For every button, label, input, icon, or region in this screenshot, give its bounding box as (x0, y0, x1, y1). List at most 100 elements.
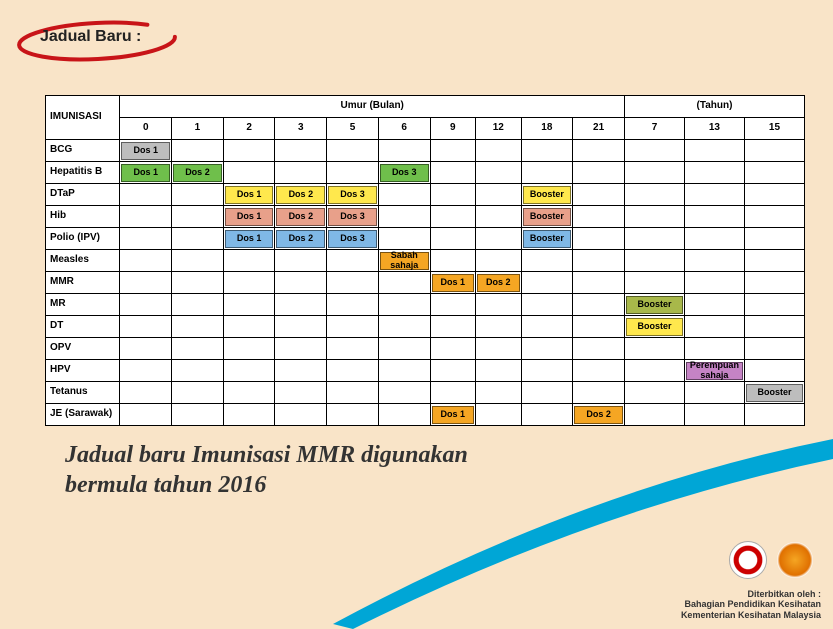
cell: Dos 1 (120, 140, 172, 162)
cell (223, 382, 275, 404)
dose-chip: Dos 1 (432, 406, 474, 424)
cell: Booster (521, 206, 573, 228)
cell: Dos 3 (327, 228, 379, 250)
caption-line2: bermula tahun 2016 (65, 470, 468, 500)
cell (573, 228, 625, 250)
cell (378, 206, 430, 228)
row-label: Hepatitis B (46, 162, 120, 184)
cell (573, 294, 625, 316)
cell (476, 294, 521, 316)
cell (476, 382, 521, 404)
table-row: DTaPDos 1Dos 2Dos 3Booster (46, 184, 805, 206)
cell (327, 404, 379, 426)
dose-chip: Booster (523, 230, 572, 248)
cell (684, 250, 744, 272)
cell: Dos 1 (223, 228, 275, 250)
cell (476, 184, 521, 206)
cell (430, 140, 475, 162)
cell: Booster (744, 382, 804, 404)
cell (430, 162, 475, 184)
th-year-15: 15 (744, 118, 804, 140)
cell (744, 162, 804, 184)
dose-chip: Dos 3 (328, 186, 377, 204)
dose-chip: Sabah sahaja (380, 252, 429, 270)
cell (120, 404, 172, 426)
cell: Dos 2 (476, 272, 521, 294)
dose-chip: Dos 2 (276, 186, 325, 204)
cell (625, 250, 685, 272)
cell (275, 250, 327, 272)
cell (378, 382, 430, 404)
cell (172, 140, 224, 162)
cell (378, 294, 430, 316)
cell (275, 382, 327, 404)
cell (744, 228, 804, 250)
cell (476, 316, 521, 338)
cell (573, 360, 625, 382)
cell (430, 338, 475, 360)
cell (378, 228, 430, 250)
cell (120, 250, 172, 272)
cell (120, 206, 172, 228)
cell (378, 184, 430, 206)
cell (684, 184, 744, 206)
cell (625, 140, 685, 162)
caption-line1: Jadual baru Imunisasi MMR digunakan (65, 440, 468, 470)
dose-chip: Dos 1 (121, 142, 170, 160)
cell (327, 272, 379, 294)
header: Jadual Baru : (30, 28, 151, 46)
cell (223, 338, 275, 360)
cell (744, 272, 804, 294)
cell (476, 140, 521, 162)
cell (744, 206, 804, 228)
cell (223, 272, 275, 294)
th-imunisasi: IMUNISASI (46, 96, 120, 140)
footer-published: Diterbitkan oleh : (681, 589, 821, 600)
cell (275, 272, 327, 294)
th-year-7: 7 (625, 118, 685, 140)
cell (172, 294, 224, 316)
header-oval: Jadual Baru : (30, 28, 151, 46)
cell (172, 184, 224, 206)
cell: Dos 1 (120, 162, 172, 184)
table-row: HPVPerempuan sahaja (46, 360, 805, 382)
th-year-13: 13 (684, 118, 744, 140)
cell (327, 382, 379, 404)
cell (430, 228, 475, 250)
dose-chip: Booster (523, 186, 572, 204)
cell (327, 294, 379, 316)
dose-chip: Dos 3 (380, 164, 429, 182)
cell (275, 360, 327, 382)
cell (476, 404, 521, 426)
cell (120, 272, 172, 294)
cell (327, 162, 379, 184)
cell: Dos 1 (430, 272, 475, 294)
cell (476, 228, 521, 250)
dose-chip: Dos 3 (328, 208, 377, 226)
cell: Dos 3 (378, 162, 430, 184)
cell: Dos 2 (172, 162, 224, 184)
dose-chip: Dos 2 (574, 406, 623, 424)
cell (521, 360, 573, 382)
cell (120, 382, 172, 404)
cell (573, 250, 625, 272)
cell: Booster (521, 184, 573, 206)
cell (573, 316, 625, 338)
cell (327, 360, 379, 382)
cell (172, 360, 224, 382)
cell (573, 382, 625, 404)
th-month-18: 18 (521, 118, 573, 140)
dose-chip: Booster (523, 208, 572, 226)
dose-chip: Dos 1 (432, 274, 474, 292)
cell (684, 140, 744, 162)
cell (684, 382, 744, 404)
cell (275, 338, 327, 360)
th-month-21: 21 (573, 118, 625, 140)
cell (327, 316, 379, 338)
logo-2-wrap (777, 542, 813, 578)
dose-chip: Booster (626, 296, 683, 314)
cell (275, 294, 327, 316)
table-row: OPV (46, 338, 805, 360)
th-months: Umur (Bulan) (120, 96, 625, 118)
dose-chip: Dos 1 (225, 208, 274, 226)
